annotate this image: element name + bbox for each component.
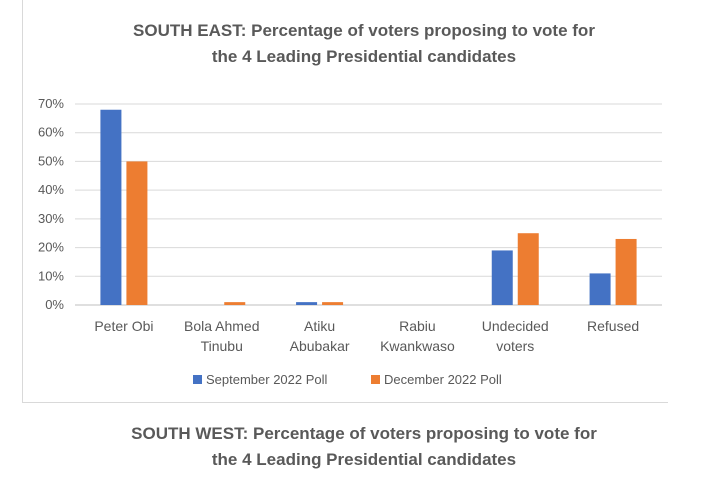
bar (296, 302, 318, 305)
x-tick-label: Peter Obi (94, 318, 153, 334)
y-tick-label: 50% (38, 153, 64, 168)
x-tick-label: Rabiu (399, 318, 436, 334)
legend-swatch (193, 375, 202, 384)
bar (615, 238, 637, 305)
bar (589, 273, 611, 305)
x-tick-label: Kwankwaso (380, 338, 455, 354)
second-chart-title: SOUTH WEST: Percentage of voters proposi… (0, 421, 728, 473)
bar (491, 250, 513, 305)
x-tick-label: Undecided (482, 318, 549, 334)
chart-title: SOUTH EAST: Percentage of voters proposi… (0, 18, 728, 70)
bar (322, 302, 344, 305)
y-tick-label: 0% (45, 297, 64, 312)
bar (224, 302, 246, 305)
y-tick-label: 20% (38, 240, 64, 255)
y-tick-label: 40% (38, 182, 64, 197)
y-tick-label: 60% (38, 125, 64, 140)
x-axis-labels: Peter Obi Bola Ahmed Tinubu Atiku Abubakar Ra… (94, 318, 639, 354)
chart-panel (22, 0, 668, 403)
bars (100, 109, 637, 305)
x-tick-label: Bola Ahmed (184, 318, 260, 334)
legend-label: September 2022 Poll (206, 372, 328, 387)
y-axis-ticks: 0% 10% 20% 30% 40% 50% 60% 70% (38, 96, 64, 312)
legend-swatch (371, 375, 380, 384)
chart-title-line-1: SOUTH EAST: Percentage of voters proposi… (133, 21, 595, 40)
y-tick-label: 30% (38, 211, 64, 226)
x-tick-label: voters (496, 338, 534, 354)
bar (517, 233, 539, 305)
y-tick-label: 10% (38, 268, 64, 283)
second-title-line-2: the 4 Leading Presidential candidates (211, 450, 517, 469)
legend-label: December 2022 Poll (384, 372, 502, 387)
x-tick-label: Refused (587, 318, 639, 334)
bar (126, 161, 148, 305)
gridlines (75, 103, 662, 306)
bar (100, 109, 122, 305)
y-tick-label: 70% (38, 96, 64, 111)
x-tick-label: Abubakar (290, 338, 350, 354)
chart-title-line-2: the 4 Leading Presidential candidates (211, 47, 517, 66)
legend: September 2022 Poll December 2022 Poll (193, 372, 502, 387)
x-tick-label: Atiku (304, 318, 335, 334)
x-tick-label: Tinubu (201, 338, 243, 354)
second-title-line-1: SOUTH WEST: Percentage of voters proposi… (131, 424, 597, 443)
